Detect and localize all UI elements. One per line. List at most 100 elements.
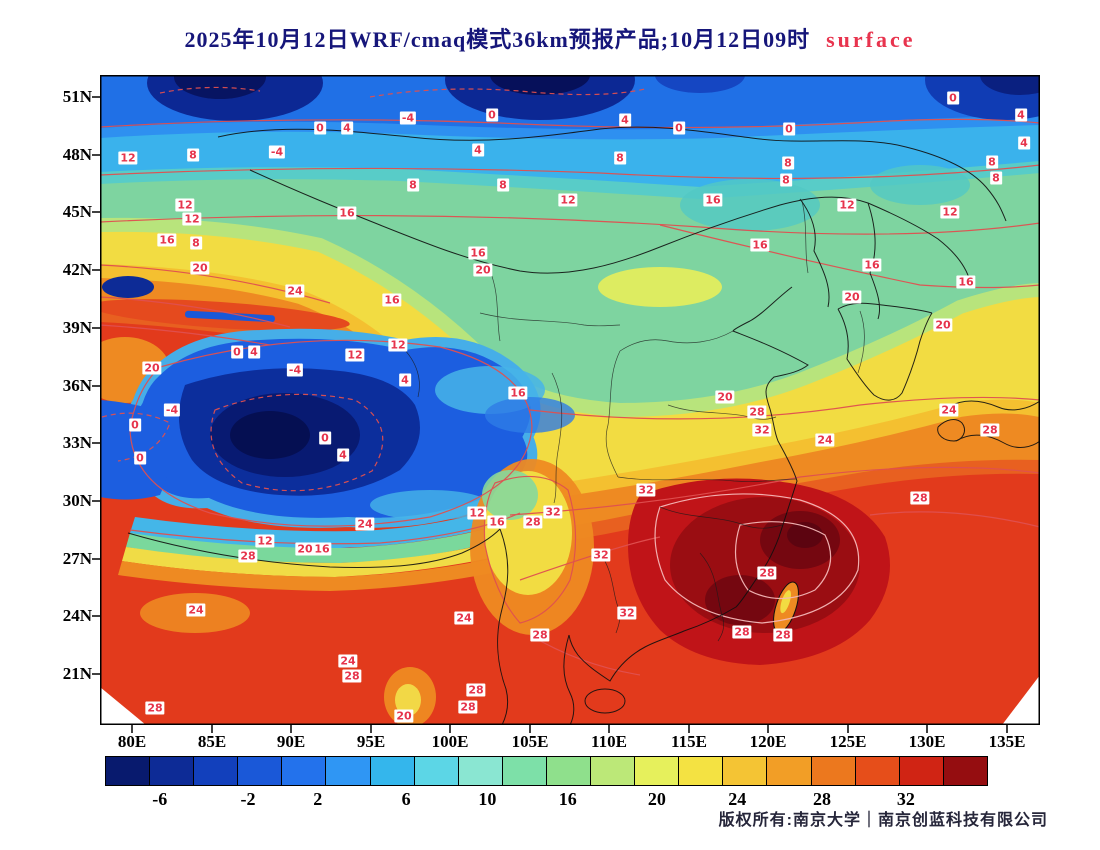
contour-label: 4	[337, 448, 349, 462]
lat-axis-label: 51N	[62, 87, 92, 106]
contour-label: 16	[312, 542, 332, 556]
contour-label: 0	[319, 431, 331, 445]
colorbar-segment	[282, 757, 327, 785]
lat-axis-label: 48N	[62, 145, 92, 164]
contour-label: 12	[837, 198, 857, 212]
colorbar-segment	[811, 757, 856, 785]
lat-axis-label: 45N	[62, 202, 92, 221]
colorbar-segment	[414, 757, 459, 785]
contour-label: 12	[175, 198, 195, 212]
colorbar-segment	[106, 757, 151, 785]
colorbar-segment	[458, 757, 503, 785]
contour-label: 20	[295, 542, 315, 556]
contour-label: 28	[342, 669, 362, 683]
colorbar-segment	[679, 757, 724, 785]
contour-label: 8	[187, 148, 199, 162]
lat-axis-label: 36N	[62, 376, 92, 395]
contour-label: 24	[454, 611, 474, 625]
colorbar-tick-label: -2	[240, 789, 256, 809]
contour-label: 20	[933, 318, 953, 332]
colorbar-segment	[150, 757, 195, 785]
colorbar-segment	[943, 757, 987, 785]
contour-label: 0	[129, 418, 141, 432]
contour-label: 28	[732, 625, 752, 639]
map-area: 51N 48N 45N 42N 39N 36N 33N 30N 27N 24N 21N 80E 85E 9…	[63, 75, 1040, 751]
axis-ticks	[92, 96, 1008, 733]
contour-label: -4	[286, 363, 304, 377]
contour-label: 24	[285, 284, 305, 298]
lat-axis-label: 39N	[62, 318, 92, 337]
contour-label: 32	[543, 505, 563, 519]
isotherm-lines	[100, 86, 1040, 676]
lon-axis-label: 100E	[431, 732, 469, 751]
colorbar-segment	[502, 757, 547, 785]
contour-label: 20	[715, 390, 735, 404]
contour-label: 0	[486, 108, 498, 122]
temperature-contour-map	[92, 75, 1040, 733]
contour-label: -4	[163, 403, 181, 417]
contour-label: 20	[394, 709, 414, 723]
colorbar-tick-label: 32	[896, 789, 915, 809]
colorbar-tick-label: 28	[812, 789, 831, 809]
contour-label: 8	[497, 178, 509, 192]
contour-label: 24	[338, 654, 358, 668]
contour-label: 16	[157, 233, 177, 247]
colorbar	[105, 756, 988, 786]
contour-label: -4	[268, 145, 286, 159]
contour-label: 12	[255, 534, 275, 548]
page-title: 2025年10月12日WRF/cmaq模式36km预报产品;10月12日09时 s…	[0, 22, 1100, 54]
lon-axis-label: 120E	[749, 732, 787, 751]
contour-label: 16	[956, 275, 976, 289]
colorbar-tick-label: 16	[558, 789, 577, 809]
contour-label: 4	[1015, 108, 1027, 122]
contour-label: 4	[1018, 136, 1030, 150]
contour-label: 8	[614, 151, 626, 165]
contour-label: 8	[190, 236, 202, 250]
lat-axis-label: 30N	[62, 491, 92, 510]
contour-label: 4	[619, 113, 631, 127]
colorbar-segment	[855, 757, 900, 785]
lon-axis-label: 135E	[988, 732, 1026, 751]
colorbar-segment	[238, 757, 283, 785]
contour-label: 28	[466, 683, 486, 697]
contour-label: 28	[747, 405, 767, 419]
contour-label: 16	[508, 386, 528, 400]
contour-label: 28	[530, 628, 550, 642]
colorbar-segment	[591, 757, 636, 785]
contour-label: 32	[636, 483, 656, 497]
contour-label: 8	[986, 155, 998, 169]
contour-label: 0	[231, 345, 243, 359]
contour-label: 16	[862, 258, 882, 272]
colorbar-segment	[194, 757, 239, 785]
contour-label: 16	[487, 515, 507, 529]
lon-axis-label: 115E	[671, 732, 707, 751]
colorbar-tick-label: 24	[728, 789, 747, 809]
copyright-text: 版权所有:南京大学｜南京创蓝科技有限公司	[718, 812, 1048, 829]
title-main: 2025年10月12日WRF/cmaq模式36km预报产品;10月12日09时	[184, 27, 811, 52]
colorbar-tick-label: 10	[478, 789, 497, 809]
contour-label: 24	[186, 603, 206, 617]
lon-axis-label: 130E	[908, 732, 946, 751]
contour-label: 28	[145, 701, 165, 715]
lat-axis-label: 24N	[62, 606, 92, 625]
contour-label: 16	[703, 193, 723, 207]
contour-label: 16	[750, 238, 770, 252]
lat-axis-label: 27N	[62, 549, 92, 568]
lon-axis-label: 105E	[511, 732, 549, 751]
contour-label: 0	[673, 121, 685, 135]
contour-label: 8	[782, 156, 794, 170]
contour-label: 8	[407, 178, 419, 192]
contour-label: 32	[591, 548, 611, 562]
contour-label: 12	[345, 348, 365, 362]
contour-label: 32	[752, 423, 772, 437]
contour-label: 20	[473, 263, 493, 277]
contour-label: 0	[134, 451, 146, 465]
colorbar-segment	[326, 757, 371, 785]
colorbar-tick-labels: -6 -2 2 6 10 16 20 24 28 32	[105, 789, 988, 815]
contour-label: 20	[190, 261, 210, 275]
contour-label: -4	[399, 111, 417, 125]
contour-label: 28	[458, 700, 478, 714]
contour-label: 0	[314, 121, 326, 135]
contour-label: 12	[467, 506, 487, 520]
